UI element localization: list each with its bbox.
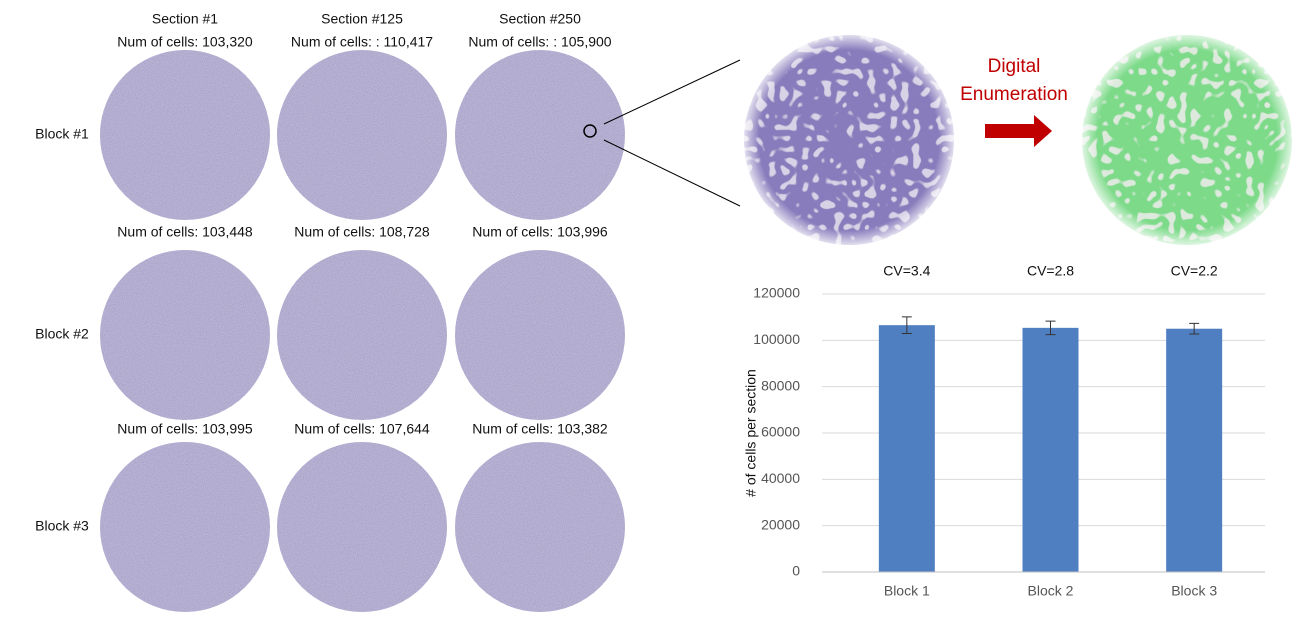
y-tick-label: 80000 bbox=[761, 377, 800, 393]
cell-count: Num of cells: 103,448 bbox=[117, 224, 253, 240]
block-label: Block #3 bbox=[35, 518, 89, 534]
bar bbox=[1166, 328, 1223, 572]
arrow bbox=[985, 115, 1052, 147]
cell-count: Num of cells: 103,996 bbox=[472, 224, 608, 240]
tissue-section bbox=[277, 442, 447, 612]
zoom-label: Digital bbox=[988, 56, 1041, 77]
tissue-section bbox=[455, 250, 625, 420]
zoom-label: Enumeration bbox=[960, 84, 1068, 105]
annotation: CV=2.2 bbox=[1171, 263, 1218, 279]
tissue-section bbox=[277, 50, 447, 220]
cell-count: Num of cells: 108,728 bbox=[294, 224, 430, 240]
tissue-section bbox=[100, 50, 270, 220]
cell-count: Num of cells: 107,644 bbox=[294, 421, 430, 437]
tissue-grid: Section #1 Section #125 Section #250 Block … bbox=[35, 11, 625, 612]
y-tick-label: 120000 bbox=[753, 285, 800, 301]
annotation: CV=3.4 bbox=[883, 263, 930, 279]
enum-edge bbox=[1081, 34, 1293, 246]
cell-count: Num of cells: 103,995 bbox=[117, 421, 253, 437]
cell-count: Num of cells: 103,320 bbox=[117, 34, 253, 50]
tissue-section bbox=[455, 442, 625, 612]
zoom-edge bbox=[743, 34, 955, 246]
tissue-section bbox=[100, 250, 270, 420]
tissue-section bbox=[100, 442, 270, 612]
cell-count: Num of cells: 103,382 bbox=[472, 421, 608, 437]
section-label: Section #250 bbox=[499, 11, 581, 27]
error-bar bbox=[1189, 322, 1200, 335]
bar bbox=[878, 325, 935, 572]
chart: # of cells per section 0 20000 40000 60000 8… bbox=[743, 263, 1265, 599]
x-tick-label: Block 2 bbox=[1028, 583, 1074, 599]
bar bbox=[1022, 327, 1079, 572]
y-tick-label: 60000 bbox=[761, 424, 800, 440]
section-label: Section #1 bbox=[152, 11, 218, 27]
y-tick-label: 40000 bbox=[761, 470, 800, 486]
roi-marker bbox=[583, 124, 597, 138]
tissue-section bbox=[455, 50, 625, 220]
annotation: CV=2.8 bbox=[1027, 263, 1074, 279]
x-tick-label: Block 1 bbox=[884, 583, 930, 599]
zoom-line bbox=[603, 139, 741, 207]
y-tick-label: 20000 bbox=[761, 516, 800, 532]
cell-count: Num of cells: : 105,900 bbox=[468, 34, 611, 50]
y-axis-label: # of cells per section bbox=[743, 369, 759, 497]
block-label: Block #1 bbox=[35, 126, 89, 142]
tissue-section bbox=[277, 250, 447, 420]
block-label: Block #2 bbox=[35, 326, 89, 342]
error-bar bbox=[1045, 320, 1056, 336]
x-tick-label: Block 3 bbox=[1171, 583, 1217, 599]
y-tick-label: 100000 bbox=[753, 331, 800, 347]
y-tick-label: 0 bbox=[792, 563, 800, 579]
cell-count: Num of cells: : 110,417 bbox=[291, 34, 433, 50]
section-label: Section #125 bbox=[321, 11, 403, 27]
zoom-line bbox=[603, 59, 741, 125]
error-bar bbox=[901, 316, 912, 335]
